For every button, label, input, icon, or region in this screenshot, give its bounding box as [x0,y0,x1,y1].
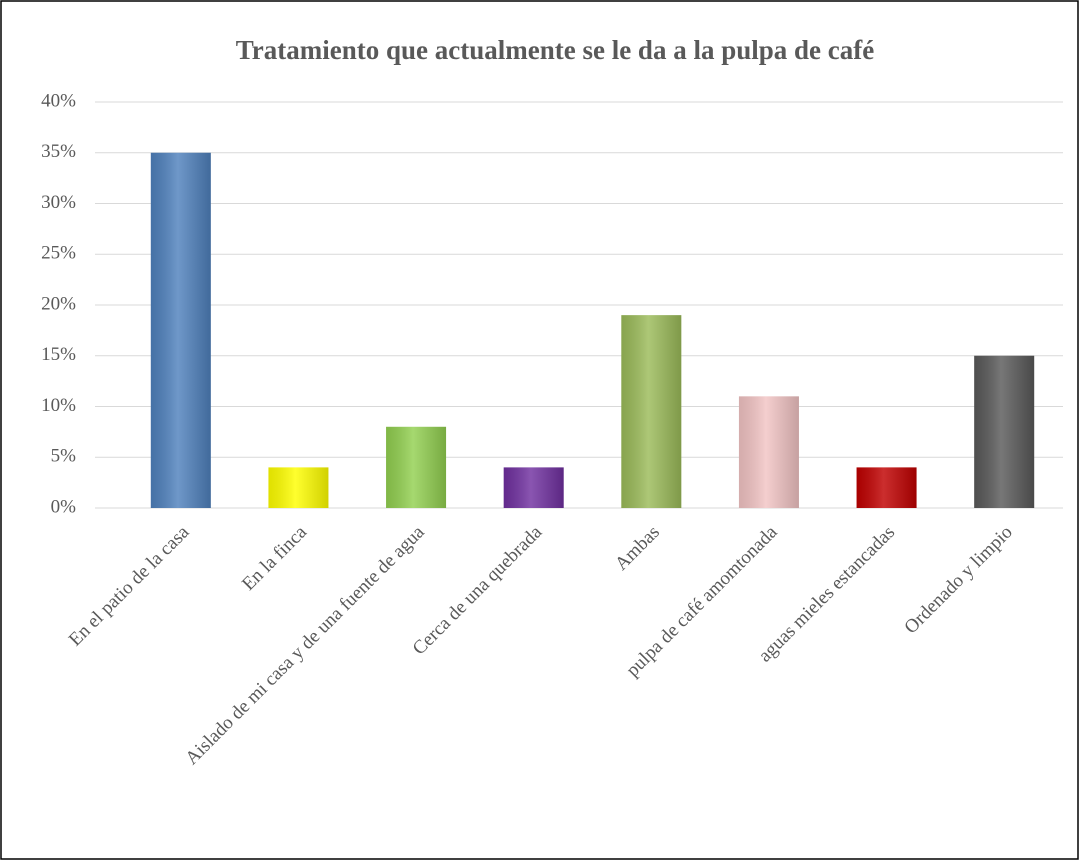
y-tick-label: 10% [41,395,76,416]
bar [738,396,799,508]
y-tick-label: 35% [41,141,76,162]
y-tick-label: 15% [41,344,76,365]
y-tick-label: 40% [41,90,76,111]
bar [974,355,1035,508]
bar [621,315,682,508]
chart-title: Tratamiento que actualmente se le da a l… [236,35,874,65]
y-tick-label: 0% [51,496,77,517]
bar [503,467,564,508]
bar [150,152,211,508]
y-tick-label: 5% [51,446,77,467]
y-tick-label: 25% [41,243,76,264]
bar [268,467,329,508]
bar [386,426,447,508]
y-tick-label: 20% [41,293,76,314]
y-tick-label: 30% [41,192,76,213]
bar [856,467,917,508]
